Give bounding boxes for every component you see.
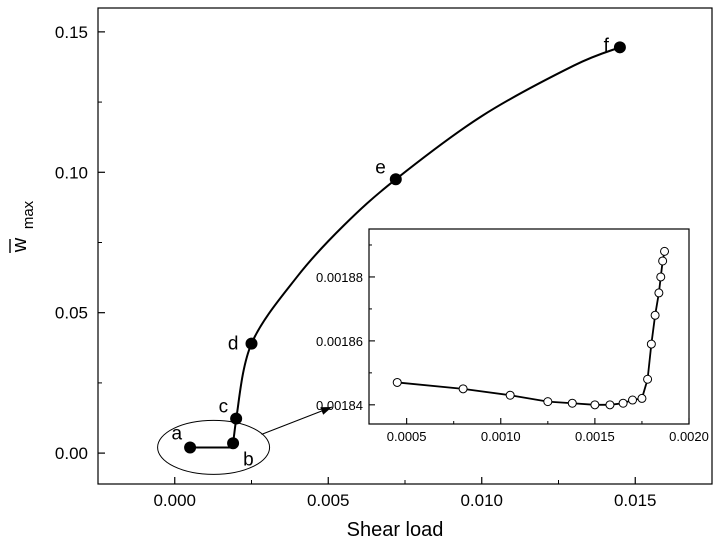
y-tick-label: 0.05 <box>55 304 88 323</box>
inset-data-point <box>643 374 653 384</box>
y-tick-label: 0.15 <box>55 23 88 42</box>
point-label-e: e <box>375 157 386 178</box>
inset-data-point <box>658 256 668 266</box>
point-label-a: a <box>172 423 183 444</box>
inset-x-tick-label: 0.0020 <box>669 429 709 444</box>
inset-data-point <box>660 246 670 256</box>
zoom-arrow <box>261 406 333 435</box>
inset-data-point <box>654 288 664 298</box>
main-point-labels: a b c d e f <box>172 35 610 470</box>
inset-plot: 0.0005 0.0010 0.0015 0.0020 0.00184 0.00186 0.… <box>316 228 709 444</box>
inset-y-tick-label: 0.00186 <box>316 334 363 349</box>
main-ticks: 0.000 0.005 0.010 0.015 0.00 0.05 0.10 0.15 <box>55 23 713 510</box>
inset-data-point <box>650 310 660 320</box>
inset-plot-frame <box>368 228 690 425</box>
inset-x-tick-label: 0.0005 <box>387 429 427 444</box>
inset-data-point <box>567 398 577 408</box>
inset-ticks: 0.0005 0.0010 0.0015 0.0020 0.00184 0.00186 0.… <box>316 244 709 444</box>
x-tick-label: 0.000 <box>153 491 196 510</box>
point-label-b: b <box>243 449 254 470</box>
point-label-f: f <box>604 35 610 56</box>
inset-data-point <box>458 384 468 394</box>
inset-y-tick-label: 0.00184 <box>316 398 363 413</box>
point-label-c: c <box>219 397 229 418</box>
y-axis-title-subscript: max <box>20 200 37 229</box>
x-axis-title: Shear load <box>347 519 444 541</box>
inset-data-point <box>656 272 666 282</box>
main-plot: 0.000 0.005 0.010 0.015 0.00 0.05 0.10 0.15 a b c… <box>9 7 713 541</box>
main-series-points <box>184 41 626 454</box>
data-point-d <box>245 337 258 350</box>
data-point-e <box>389 173 402 186</box>
inset-data-point <box>646 339 656 349</box>
x-tick-label: 0.005 <box>307 491 350 510</box>
y-tick-label: 0.10 <box>55 163 88 182</box>
zoom-region-ellipse <box>157 419 271 475</box>
inset-data-point <box>605 400 615 410</box>
inset-data-point <box>637 393 647 403</box>
inset-data-point <box>628 395 638 405</box>
y-axis-title-main: w <box>9 237 31 253</box>
data-point-a <box>184 441 197 454</box>
inset-data-point <box>505 390 515 400</box>
inset-y-tick-label: 0.00188 <box>316 270 363 285</box>
inset-series-points <box>392 246 670 410</box>
point-label-d: d <box>228 334 239 355</box>
inset-data-point <box>618 398 628 408</box>
inset-background <box>369 229 689 424</box>
data-point-b <box>227 437 240 450</box>
inset-data-point <box>392 377 402 387</box>
y-tick-label: 0.00 <box>55 444 88 463</box>
inset-data-point <box>590 400 600 410</box>
y-axis-title: w max <box>9 200 37 253</box>
zoom-arrowhead <box>320 407 332 415</box>
inset-x-tick-label: 0.0010 <box>481 429 521 444</box>
x-tick-label: 0.015 <box>614 491 657 510</box>
inset-x-tick-label: 0.0015 <box>575 429 615 444</box>
x-tick-label: 0.010 <box>460 491 503 510</box>
inset-data-point <box>543 397 553 407</box>
data-point-f <box>613 41 626 54</box>
